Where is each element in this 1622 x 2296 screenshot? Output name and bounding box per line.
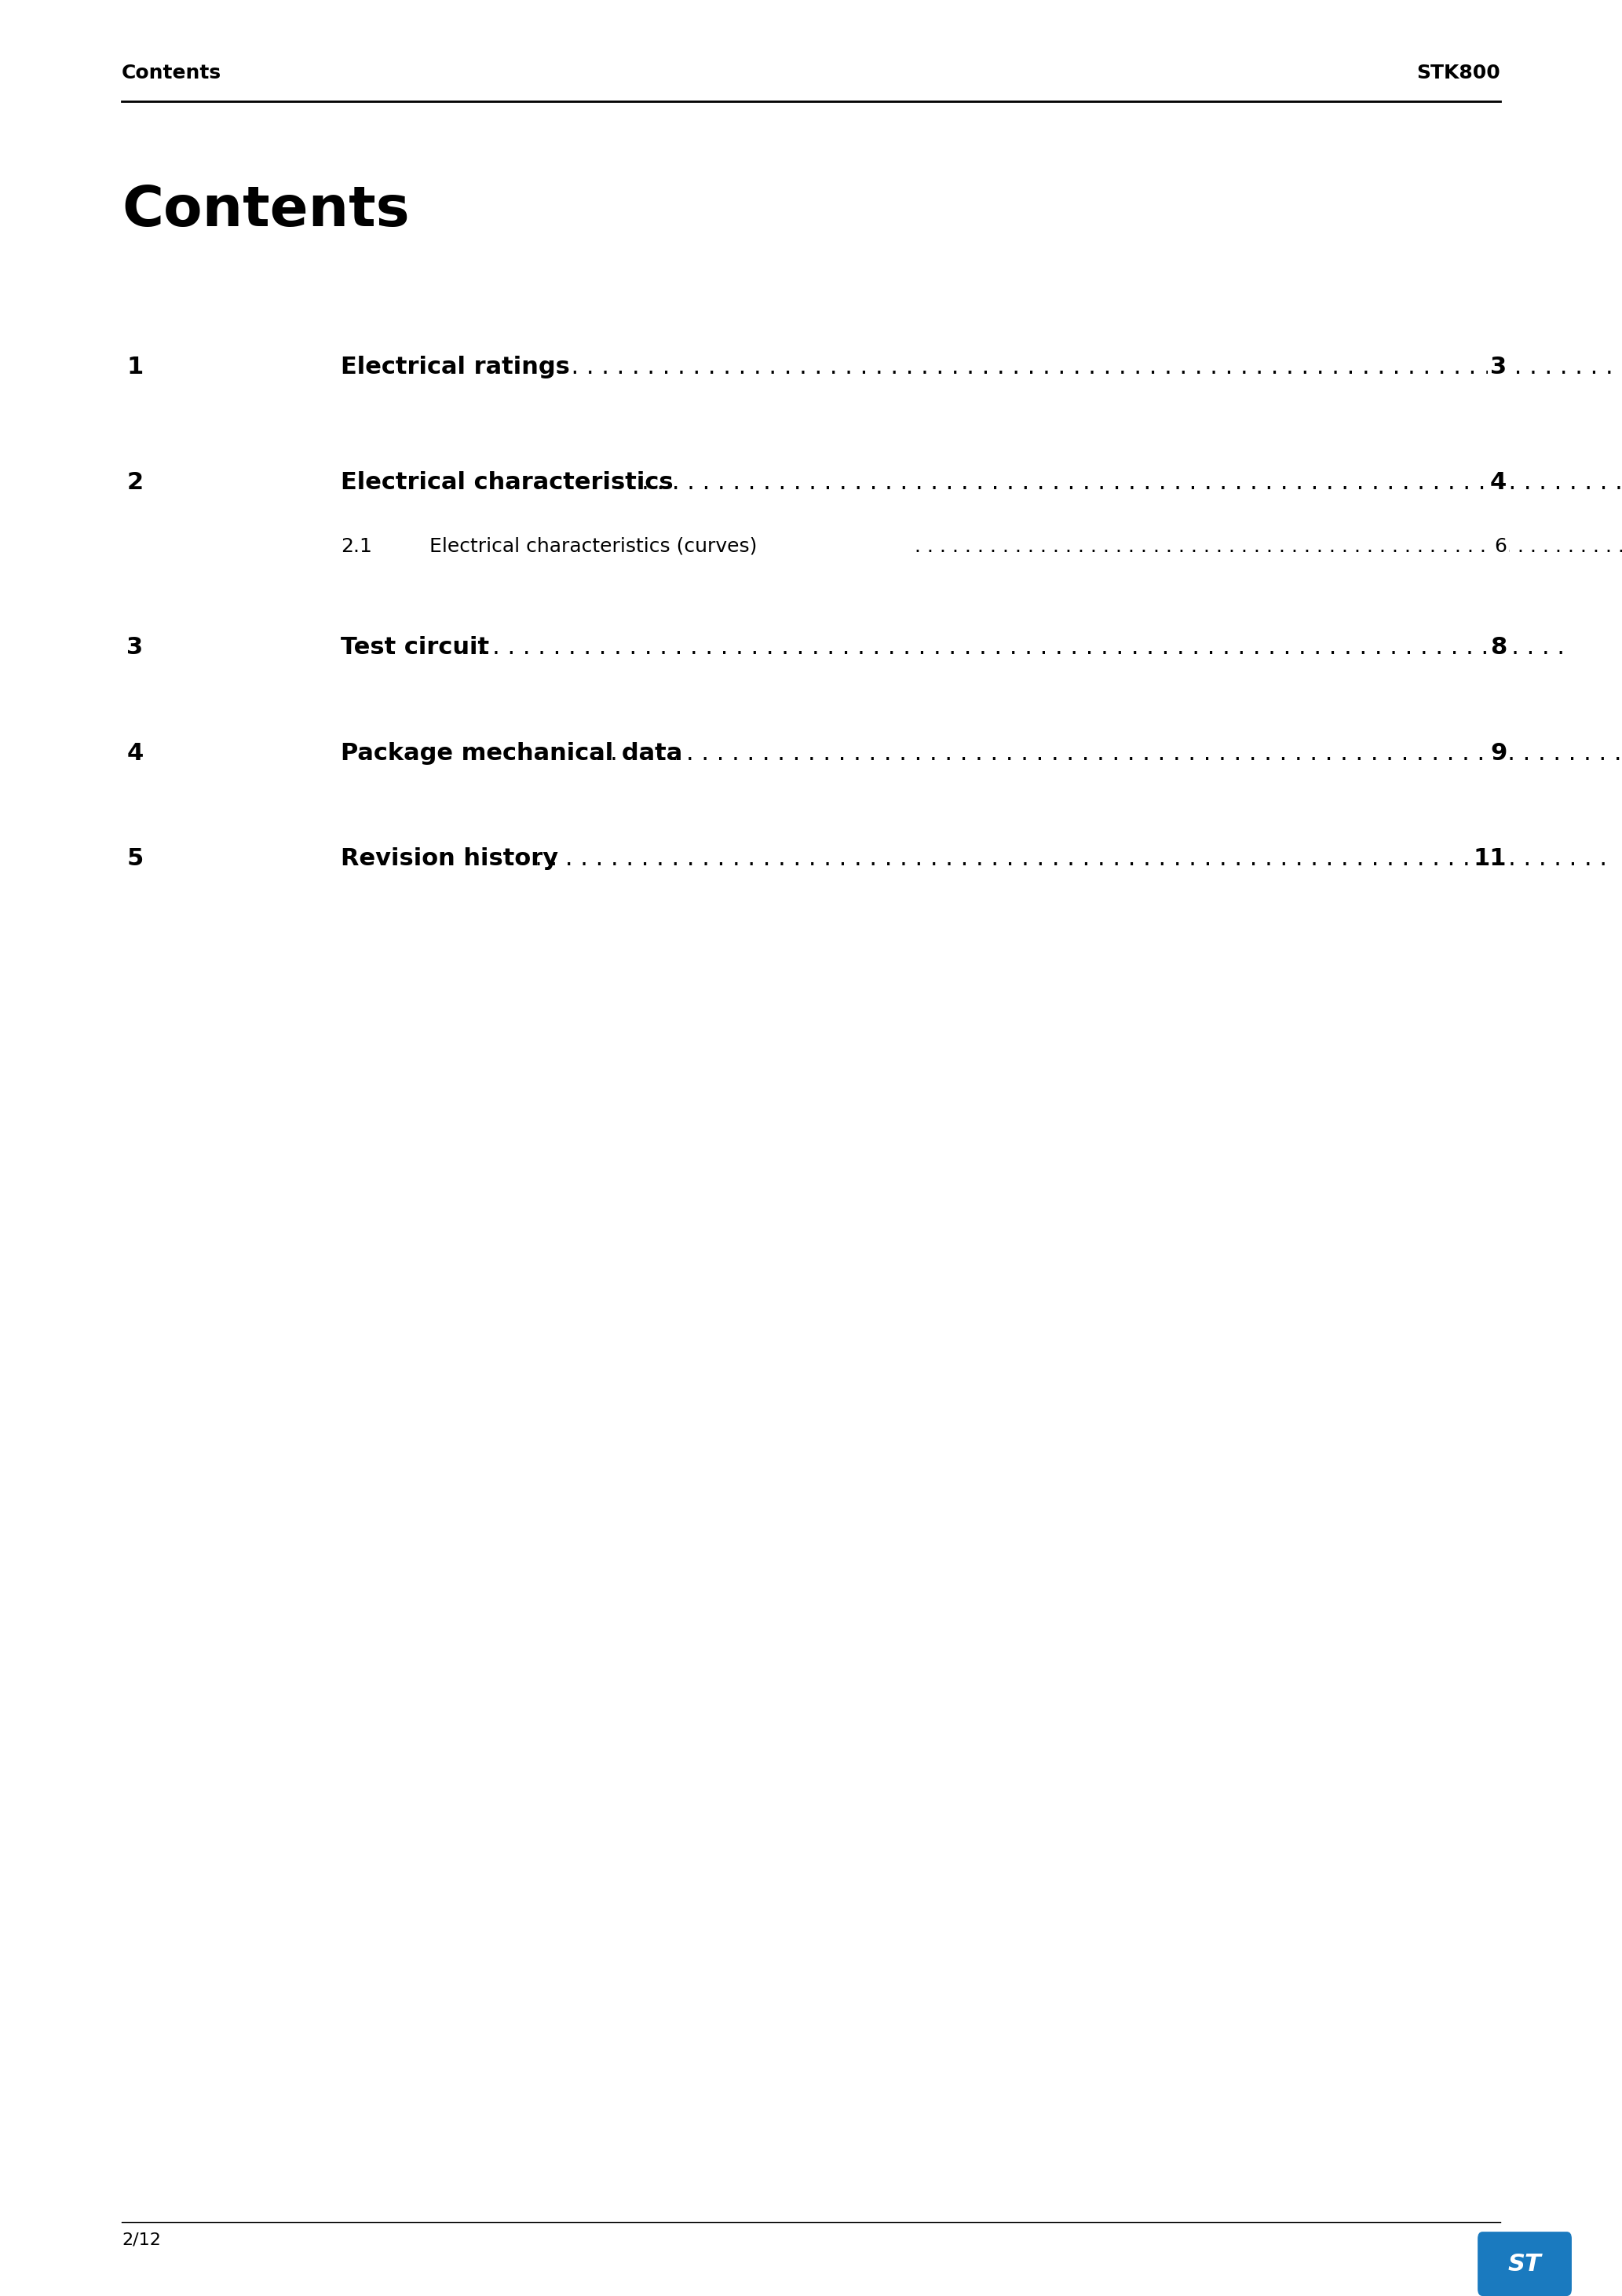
Text: 9: 9 [1491, 742, 1507, 765]
Text: 11: 11 [1473, 847, 1507, 870]
Text: 4: 4 [127, 742, 143, 765]
Text: 3: 3 [1491, 356, 1507, 379]
Text: 6: 6 [1494, 537, 1507, 556]
Text: 4: 4 [1491, 471, 1507, 494]
Text: Electrical ratings: Electrical ratings [341, 356, 569, 379]
Text: . . . . . . . . . . . . . . . . . . . . . . . . . . . . . . . . . . . . . . . . : . . . . . . . . . . . . . . . . . . . . … [587, 742, 1622, 765]
Text: Electrical characteristics: Electrical characteristics [341, 471, 673, 494]
Text: 2.1: 2.1 [341, 537, 371, 556]
Text: ST: ST [1508, 2252, 1541, 2275]
Text: . . . . . . . . . . . . . . . . . . . . . . . . . . . . . . . . . . . . . . . . : . . . . . . . . . . . . . . . . . . . . … [469, 636, 1564, 659]
Text: . . . . . . . . . . . . . . . . . . . . . . . . . . . . . . . . . . . . . . . . : . . . . . . . . . . . . . . . . . . . . … [620, 471, 1622, 494]
FancyBboxPatch shape [1478, 2232, 1572, 2296]
Text: STK800: STK800 [1416, 64, 1500, 83]
Text: 5: 5 [127, 847, 143, 870]
Text: . . . . . . . . . . . . . . . . . . . . . . . . . . . . . . . . . . . . . . . . : . . . . . . . . . . . . . . . . . . . . … [534, 356, 1622, 379]
Text: . . . . . . . . . . . . . . . . . . . . . . . . . . . . . . . . . . . . . . . . : . . . . . . . . . . . . . . . . . . . . … [908, 537, 1622, 556]
Text: 2: 2 [127, 471, 143, 494]
Text: . . . . . . . . . . . . . . . . . . . . . . . . . . . . . . . . . . . . . . . . : . . . . . . . . . . . . . . . . . . . . … [513, 847, 1607, 870]
Text: 2/12: 2/12 [122, 2232, 161, 2248]
Text: Contents: Contents [122, 64, 222, 83]
Text: Contents: Contents [122, 184, 409, 239]
Text: Revision history: Revision history [341, 847, 558, 870]
Text: Test circuit: Test circuit [341, 636, 490, 659]
Text: 1: 1 [127, 356, 143, 379]
Text: Electrical characteristics (curves): Electrical characteristics (curves) [430, 537, 757, 556]
Text: 3: 3 [127, 636, 143, 659]
Text: Package mechanical data: Package mechanical data [341, 742, 683, 765]
Text: 8: 8 [1491, 636, 1507, 659]
